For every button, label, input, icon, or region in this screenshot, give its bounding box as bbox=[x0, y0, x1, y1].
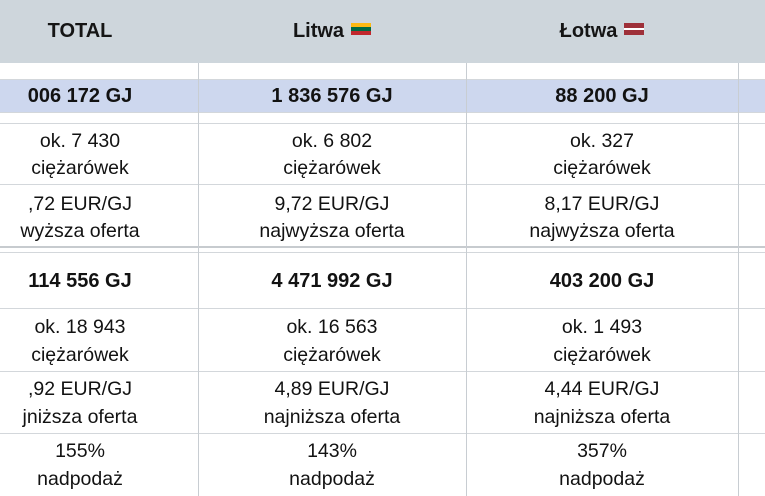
max-trucks-unit-total: ciężarówek bbox=[31, 157, 129, 179]
max-trucks-total: ok. 7 430 bbox=[39, 130, 121, 152]
max-trucks-lithuania: ok. 6 802 bbox=[291, 130, 373, 152]
min-price-lithuania: 4,89 EUR/GJ bbox=[274, 378, 390, 400]
header-total-label: TOTAL bbox=[47, 20, 113, 42]
divider bbox=[0, 246, 765, 248]
column-divider bbox=[738, 63, 739, 496]
header-latvia-label: Łotwa bbox=[559, 20, 618, 42]
max-price-label-latvia: najwyższa oferta bbox=[529, 220, 675, 242]
max-price-latvia: 8,17 EUR/GJ bbox=[544, 193, 660, 215]
header-lithuania-label: Litwa bbox=[292, 20, 345, 42]
header-latvia: Łotwa bbox=[466, 0, 738, 63]
divider bbox=[0, 184, 765, 185]
min-trucks-total: ok. 18 943 bbox=[34, 316, 126, 338]
max-trucks-latvia: ok. 327 bbox=[570, 130, 634, 152]
divider bbox=[0, 112, 765, 113]
min-price-latvia: 4,44 EUR/GJ bbox=[544, 378, 660, 400]
divider bbox=[0, 308, 765, 309]
min-price-label-total: jniższa oferta bbox=[22, 406, 138, 428]
max-total-latvia: 88 200 GJ bbox=[555, 85, 649, 107]
divider bbox=[0, 79, 765, 80]
min-trucks-unit-lithuania: ciężarówek bbox=[283, 344, 381, 366]
max-price-label-total: wyższa oferta bbox=[20, 220, 140, 242]
header-total: TOTAL bbox=[0, 0, 200, 63]
header-lithuania: Litwa bbox=[198, 0, 466, 63]
min-trucks-unit-latvia: ciężarówek bbox=[553, 344, 651, 366]
min-price-label-lithuania: najniższa oferta bbox=[263, 406, 401, 428]
min-trucks-lithuania: ok. 16 563 bbox=[286, 316, 378, 338]
divider bbox=[0, 371, 765, 372]
column-divider bbox=[466, 63, 467, 496]
max-trucks-unit-lithuania: ciężarówek bbox=[283, 157, 381, 179]
max-total-lithuania: 1 836 576 GJ bbox=[271, 85, 393, 107]
divider bbox=[0, 252, 765, 253]
surplus-latvia: 357% bbox=[577, 440, 627, 462]
surplus-label-lithuania: nadpodaż bbox=[289, 468, 375, 490]
max-total-band bbox=[0, 80, 765, 112]
column-divider bbox=[198, 63, 199, 496]
min-total-latvia: 403 200 GJ bbox=[549, 270, 655, 292]
surplus-total: 155% bbox=[55, 440, 105, 462]
lithuania-flag-icon bbox=[351, 22, 372, 35]
surplus-lithuania: 143% bbox=[307, 440, 357, 462]
min-trucks-unit-total: ciężarówek bbox=[31, 344, 129, 366]
min-price-label-latvia: najniższa oferta bbox=[533, 406, 671, 428]
min-trucks-latvia: ok. 1 493 bbox=[561, 316, 643, 338]
surplus-label-total: nadpodaż bbox=[37, 468, 123, 490]
divider bbox=[0, 123, 765, 124]
max-total-total: 006 172 GJ bbox=[27, 85, 133, 107]
max-trucks-unit-latvia: ciężarówek bbox=[553, 157, 651, 179]
max-price-label-lithuania: najwyższa oferta bbox=[259, 220, 405, 242]
min-total-lithuania: 4 471 992 GJ bbox=[271, 270, 393, 292]
divider bbox=[0, 433, 765, 434]
surplus-label-latvia: nadpodaż bbox=[559, 468, 645, 490]
min-price-total: ,92 EUR/GJ bbox=[27, 378, 133, 400]
min-total-total: 114 556 GJ bbox=[28, 270, 132, 292]
max-price-total: ,72 EUR/GJ bbox=[27, 193, 133, 215]
max-price-lithuania: 9,72 EUR/GJ bbox=[274, 193, 390, 215]
latvia-flag-icon bbox=[624, 22, 645, 35]
